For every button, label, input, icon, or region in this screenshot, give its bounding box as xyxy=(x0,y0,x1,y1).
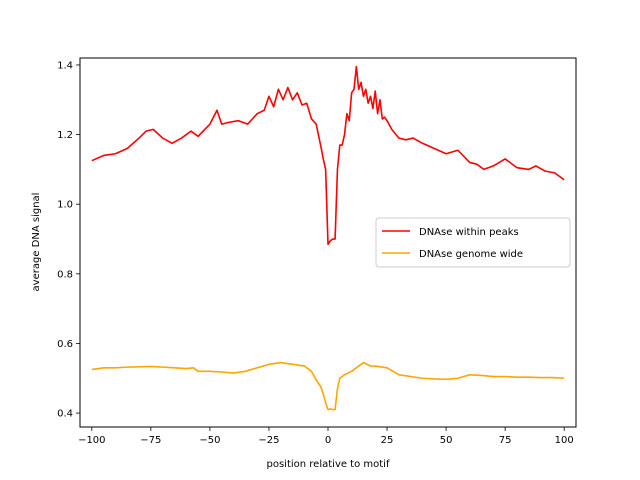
x-axis-title: position relative to motif xyxy=(267,459,390,470)
y-tick-label: 0.4 xyxy=(57,409,73,420)
x-tick-label: 50 xyxy=(440,435,453,446)
y-tick-label: 1.0 xyxy=(57,200,73,211)
x-axis-ticks: −100 −75 −50 −25 0 25 50 75 100 xyxy=(78,427,574,446)
legend: DNAse within peaks DNAse genome wide xyxy=(375,217,571,268)
y-tick-label: 0.8 xyxy=(57,269,73,280)
x-tick-label: 25 xyxy=(381,435,394,446)
y-tick-label: 1.2 xyxy=(57,130,73,141)
x-tick-label: −50 xyxy=(199,435,220,446)
legend-label-within-peaks: DNAse within peaks xyxy=(419,227,519,238)
y-axis-title: average DNA signal xyxy=(31,193,42,292)
x-tick-label: −75 xyxy=(140,435,161,446)
legend-label-genome-wide: DNAse genome wide xyxy=(419,249,523,260)
legend-box xyxy=(375,217,571,268)
y-tick-label: 0.6 xyxy=(57,339,73,350)
x-tick-label: 75 xyxy=(499,435,512,446)
series-line-1 xyxy=(91,361,565,411)
y-axis-ticks: 0.4 0.6 0.8 1.0 1.2 1.4 xyxy=(57,60,80,420)
x-tick-label: −100 xyxy=(78,435,105,446)
x-tick-label: 100 xyxy=(555,435,574,446)
series-layer xyxy=(91,65,565,411)
x-tick-label: 0 xyxy=(325,435,331,446)
series-line-0 xyxy=(91,65,565,246)
y-tick-label: 1.4 xyxy=(57,60,73,71)
x-tick-label: −25 xyxy=(258,435,279,446)
